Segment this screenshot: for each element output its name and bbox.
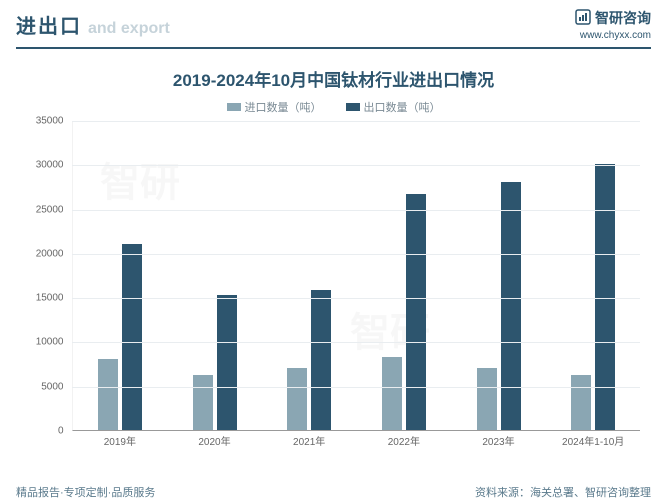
y-tick: 25000 xyxy=(24,204,64,215)
footer-right: 资料来源：海关总署、智研咨询整理 xyxy=(475,484,651,500)
bar-export xyxy=(595,164,615,430)
bar-group: 2020年 xyxy=(193,295,237,431)
bar-import xyxy=(477,368,497,430)
gridline xyxy=(72,165,640,166)
bar-export xyxy=(311,290,331,430)
x-label: 2022年 xyxy=(388,433,420,448)
legend-import: 进口数量（吨） xyxy=(227,99,322,115)
y-tick: 5000 xyxy=(24,381,64,392)
bar-export xyxy=(501,182,521,430)
plot-area: 2019年 2020年 2021年 2022年 2023年 2024年1-10月 xyxy=(72,121,640,431)
header-divider xyxy=(16,47,651,49)
header: 进出口 and export 智研咨询 www.chyxx.com xyxy=(0,0,667,56)
legend-export: 出口数量（吨） xyxy=(346,99,441,115)
gridline xyxy=(72,121,640,122)
chart-plot: 2019年 2020年 2021年 2022年 2023年 2024年1-10月 0 500… xyxy=(24,121,644,451)
x-label: 2023年 xyxy=(482,433,514,448)
logo: 智研咨询 xyxy=(575,8,651,28)
logo-text: 智研咨询 xyxy=(595,8,651,28)
legend-label-export: 出口数量（吨） xyxy=(364,99,441,115)
legend-label-import: 进口数量（吨） xyxy=(245,99,322,115)
y-tick: 30000 xyxy=(24,160,64,171)
bar-export xyxy=(406,194,426,430)
gridline xyxy=(72,254,640,255)
y-tick: 35000 xyxy=(24,116,64,127)
x-label: 2024年1-10月 xyxy=(562,433,624,448)
bar-import xyxy=(98,359,118,430)
x-label: 2020年 xyxy=(198,433,230,448)
bar-import xyxy=(287,368,307,430)
y-tick: 20000 xyxy=(24,248,64,259)
bar-export xyxy=(217,295,237,431)
bar-import xyxy=(193,375,213,430)
chart-legend: 进口数量（吨） 出口数量（吨） xyxy=(16,99,651,115)
header-url: www.chyxx.com xyxy=(575,30,651,41)
header-title-en: and export xyxy=(88,20,170,38)
header-title-zh: 进出口 xyxy=(16,10,82,39)
legend-swatch-import xyxy=(227,103,241,111)
footer: 精品报告·专项定制·品质服务 资料来源：海关总署、智研咨询整理 xyxy=(16,484,651,500)
y-tick: 15000 xyxy=(24,293,64,304)
bar-group: 2019年 xyxy=(98,244,142,430)
bar-group: 2024年1-10月 xyxy=(571,164,615,430)
x-label: 2021年 xyxy=(293,433,325,448)
y-tick: 0 xyxy=(24,426,64,437)
bar-import xyxy=(571,375,591,430)
gridline xyxy=(72,210,640,211)
gridline xyxy=(72,298,640,299)
header-left: 进出口 and export xyxy=(16,10,651,39)
header-right: 智研咨询 www.chyxx.com xyxy=(575,8,651,41)
container: 智研 智研 进出口 and export 智研咨询 www.chyxx.com … xyxy=(0,0,667,504)
bar-group: 2021年 xyxy=(287,290,331,430)
gridline xyxy=(72,342,640,343)
bar-group: 2023年 xyxy=(477,182,521,430)
logo-icon xyxy=(575,9,591,28)
bar-export xyxy=(122,244,142,430)
legend-swatch-export xyxy=(346,103,360,111)
y-tick: 10000 xyxy=(24,337,64,348)
bar-group: 2022年 xyxy=(382,194,426,430)
bar-import xyxy=(382,357,402,431)
footer-left: 精品报告·专项定制·品质服务 xyxy=(16,484,155,500)
x-label: 2019年 xyxy=(104,433,136,448)
chart: 2019-2024年10月中国钛材行业进出口情况 进口数量（吨） 出口数量（吨）… xyxy=(0,56,667,451)
gridline xyxy=(72,387,640,388)
chart-title: 2019-2024年10月中国钛材行业进出口情况 xyxy=(16,66,651,91)
